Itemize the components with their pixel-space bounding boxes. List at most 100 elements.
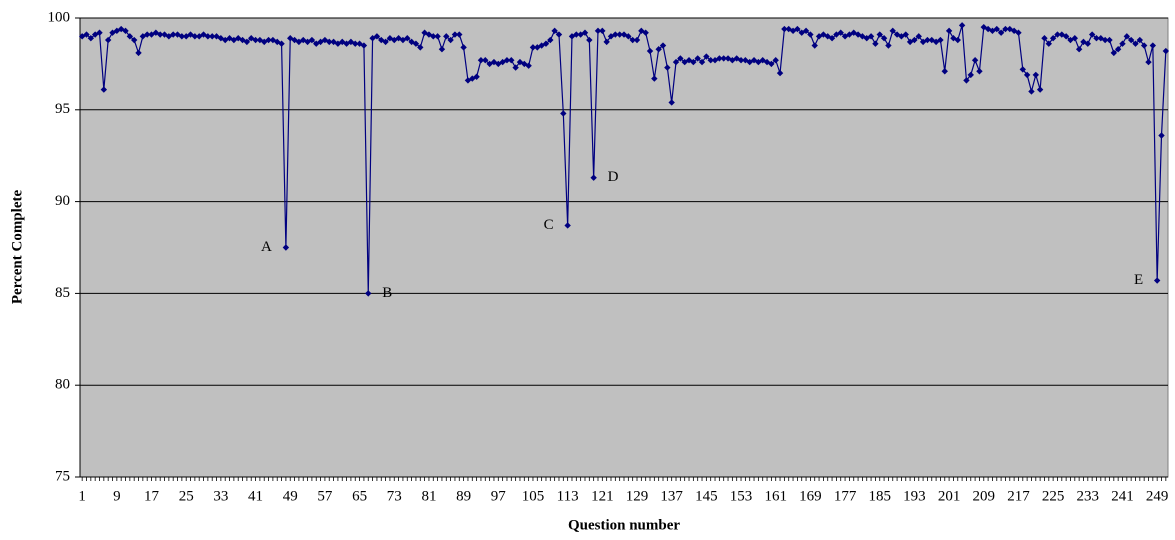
marker <box>486 60 493 68</box>
x-tick-label: 49 <box>283 488 298 504</box>
x-tick-label: 25 <box>179 488 194 504</box>
marker <box>209 33 216 40</box>
marker <box>789 27 797 35</box>
marker <box>1136 36 1144 44</box>
marker <box>629 36 636 44</box>
marker <box>239 36 246 44</box>
y-axis-title: Percent Complete <box>9 190 25 305</box>
marker <box>867 33 875 40</box>
x-tick-label: 177 <box>834 488 857 504</box>
marker <box>178 33 186 40</box>
marker <box>100 86 108 93</box>
marker <box>703 53 710 60</box>
marker <box>1158 132 1165 139</box>
x-tick-label: 137 <box>660 488 683 504</box>
marker <box>872 40 879 47</box>
marker <box>924 36 931 44</box>
x-tick-label: 81 <box>421 488 436 504</box>
x-tick-label: 193 <box>903 488 926 504</box>
y-tick-label: 85 <box>55 285 70 301</box>
marker <box>443 33 450 40</box>
marker <box>668 99 675 106</box>
y-tick-label: 75 <box>55 468 70 484</box>
x-tick-label: 201 <box>938 488 961 504</box>
marker <box>737 57 745 64</box>
x-tick-label: 217 <box>1007 488 1030 504</box>
marker <box>594 27 602 35</box>
marker <box>802 27 810 35</box>
marker <box>347 38 355 46</box>
marker <box>538 42 545 49</box>
marker <box>126 33 134 40</box>
x-tick-label: 9 <box>113 488 121 504</box>
marker <box>174 31 181 38</box>
marker <box>339 38 346 46</box>
marker <box>1145 58 1152 66</box>
marker <box>937 36 944 44</box>
marker <box>1002 25 1009 33</box>
marker <box>547 36 554 44</box>
marker <box>135 49 142 57</box>
marker <box>1110 49 1118 57</box>
marker <box>785 25 792 33</box>
marker <box>1028 88 1035 95</box>
marker <box>971 57 979 64</box>
marker <box>616 31 623 38</box>
marker <box>542 40 550 47</box>
marker <box>854 31 862 38</box>
marker <box>456 31 463 38</box>
marker <box>846 31 853 38</box>
marker <box>143 31 151 38</box>
x-tick-label: 65 <box>352 488 367 504</box>
marker <box>434 33 441 40</box>
marker <box>716 55 723 62</box>
marker <box>612 31 619 38</box>
marker <box>204 33 212 40</box>
marker <box>902 31 909 38</box>
marker <box>698 58 706 66</box>
x-tick-label: 185 <box>868 488 891 504</box>
annotation: E <box>1134 272 1143 288</box>
x-tick-label: 17 <box>144 488 160 504</box>
marker <box>222 36 229 44</box>
y-tick-label: 80 <box>55 377 70 393</box>
marker <box>997 29 1005 36</box>
marker <box>607 33 615 40</box>
marker <box>278 40 285 47</box>
marker <box>152 29 160 36</box>
marker <box>577 31 584 38</box>
marker <box>512 64 519 71</box>
plot-area <box>79 17 1169 478</box>
marker <box>404 34 411 42</box>
marker <box>560 110 567 117</box>
marker <box>932 38 940 46</box>
marker <box>78 33 86 40</box>
marker <box>863 34 870 42</box>
marker <box>651 75 658 82</box>
marker <box>1106 36 1113 44</box>
marker <box>638 27 645 35</box>
x-tick-label: 1 <box>78 488 86 504</box>
marker <box>573 31 580 38</box>
marker <box>412 40 420 47</box>
marker <box>1149 42 1157 49</box>
marker <box>1084 40 1092 47</box>
marker <box>265 36 272 44</box>
marker <box>711 57 719 64</box>
marker <box>824 33 831 40</box>
marker <box>252 36 259 44</box>
marker <box>1062 33 1070 40</box>
marker <box>438 46 446 53</box>
annotation: D <box>608 169 619 185</box>
marker <box>382 38 389 46</box>
marker <box>672 58 680 66</box>
x-tick-label: 73 <box>387 488 402 504</box>
marker <box>104 36 112 44</box>
marker <box>130 36 138 44</box>
marker <box>217 34 225 42</box>
marker <box>1006 25 1013 33</box>
marker <box>664 64 671 71</box>
x-tick-label: 113 <box>557 488 579 504</box>
marker <box>967 71 974 79</box>
